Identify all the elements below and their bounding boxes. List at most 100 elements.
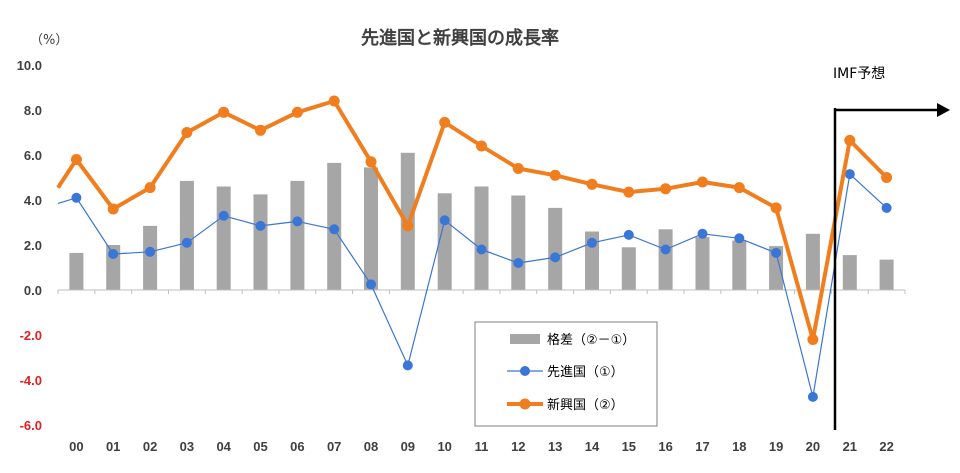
x-axis bbox=[57, 289, 906, 294]
legend-box bbox=[474, 321, 658, 427]
bar-gap-18 bbox=[732, 240, 747, 290]
advanced-point-02 bbox=[145, 246, 156, 257]
x-tick-label-19: 19 bbox=[769, 439, 783, 454]
emerging-point-04 bbox=[218, 106, 230, 118]
x-tick-label-05: 05 bbox=[253, 439, 267, 454]
advanced-point-22 bbox=[881, 202, 892, 213]
x-tick-label-10: 10 bbox=[437, 439, 451, 454]
advanced-point-21 bbox=[844, 169, 855, 180]
advanced-point-18 bbox=[734, 233, 745, 244]
advanced-point-05 bbox=[255, 220, 266, 231]
y-tick-label: 10.0 bbox=[17, 58, 42, 73]
emerging-point-01 bbox=[107, 203, 119, 215]
emerging-point-14 bbox=[586, 178, 598, 190]
x-tick-label-17: 17 bbox=[695, 439, 709, 454]
emerging-point-15 bbox=[623, 186, 635, 198]
y-axis-unit-label: （%） bbox=[30, 33, 68, 48]
bar-gap-03 bbox=[179, 180, 194, 290]
advanced-point-06 bbox=[292, 216, 303, 227]
emerging-point-06 bbox=[291, 106, 303, 118]
emerging-point-03 bbox=[181, 127, 193, 138]
advanced-point-04 bbox=[218, 210, 229, 221]
forecast-marker: IMF予想 bbox=[833, 66, 950, 430]
y-tick-label: -2.0 bbox=[20, 328, 42, 343]
emerging-point-22 bbox=[881, 172, 893, 183]
emerging-point-18 bbox=[733, 182, 745, 194]
y-tick-label: 2.0 bbox=[24, 238, 42, 253]
x-tick-label-04: 04 bbox=[216, 439, 231, 454]
x-tick-label-06: 06 bbox=[290, 439, 304, 454]
bar-gap-08 bbox=[364, 167, 378, 290]
bar-gap-13 bbox=[548, 207, 563, 290]
advanced-point-09 bbox=[402, 360, 413, 371]
bar-gap-15 bbox=[621, 247, 636, 291]
bar-gap-21 bbox=[842, 255, 857, 290]
bars-layer bbox=[69, 152, 894, 291]
y-axis-ticks: 10.0 8.0 6.0 4.0 2.0 0.0 -2.0 -4.0 -6.0 bbox=[17, 58, 42, 433]
y-tick-label: -6.0 bbox=[20, 418, 42, 433]
advanced-point-08 bbox=[366, 279, 376, 290]
emerging-point-12 bbox=[512, 163, 524, 174]
advanced-point-14 bbox=[587, 237, 597, 248]
legend: 格差（②－①） 先進国（①） 新興国（②） bbox=[474, 321, 658, 427]
bar-gap-04 bbox=[216, 186, 231, 290]
emerging-point-07 bbox=[328, 95, 340, 107]
y-tick-label: 0.0 bbox=[24, 283, 42, 298]
advanced-point-16 bbox=[660, 244, 671, 255]
x-tick-label-08: 08 bbox=[364, 439, 378, 454]
x-tick-label-00: 00 bbox=[69, 439, 83, 454]
advanced-point-12 bbox=[513, 258, 524, 268]
bar-gap-22 bbox=[879, 259, 894, 290]
x-tick-label-20: 20 bbox=[806, 439, 820, 454]
bar-gap-16 bbox=[658, 229, 673, 291]
x-tick-label-14: 14 bbox=[585, 439, 600, 454]
x-tick-label-09: 09 bbox=[401, 439, 415, 454]
legend-label-gap: 格差（②－①） bbox=[547, 332, 635, 348]
bar-gap-19 bbox=[769, 246, 784, 290]
bar-gap-06 bbox=[290, 180, 305, 290]
emerging-point-11 bbox=[476, 140, 487, 152]
y-tick-label: -4.0 bbox=[20, 373, 42, 388]
emerging-point-13 bbox=[549, 169, 561, 181]
advanced-point-20 bbox=[807, 391, 818, 402]
bar-gap-17 bbox=[695, 237, 710, 290]
x-tick-label-16: 16 bbox=[658, 439, 672, 454]
emerging-point-16 bbox=[660, 183, 672, 195]
x-tick-label-07: 07 bbox=[327, 439, 341, 454]
y-tick-label: 8.0 bbox=[24, 103, 42, 118]
advanced-point-17 bbox=[697, 228, 708, 239]
x-tick-label-02: 02 bbox=[143, 439, 157, 454]
bar-gap-20 bbox=[805, 233, 820, 291]
advanced-point-19 bbox=[771, 247, 782, 258]
advanced-point-07 bbox=[329, 224, 340, 235]
advanced-point-13 bbox=[550, 252, 561, 263]
advanced-point-11 bbox=[476, 244, 487, 255]
x-tick-label-18: 18 bbox=[732, 439, 746, 454]
legend-label-emerging: 新興国（②） bbox=[547, 397, 624, 413]
chart-title: 先進国と新興国の成長率 bbox=[361, 27, 559, 49]
x-tick-label-12: 12 bbox=[511, 439, 525, 454]
y-tick-label: 6.0 bbox=[24, 148, 42, 163]
lines-layer bbox=[56, 95, 893, 402]
emerging-point-19 bbox=[770, 202, 782, 214]
emerging-point-20 bbox=[807, 334, 819, 345]
bar-gap-00 bbox=[69, 252, 84, 290]
bar-gap-02 bbox=[143, 225, 158, 290]
emerging-point-17 bbox=[697, 176, 708, 188]
bar-gap-11 bbox=[474, 186, 489, 290]
emerging-point-08 bbox=[365, 156, 377, 168]
bar-gap-05 bbox=[253, 194, 268, 290]
forecast-annotation: IMF予想 bbox=[833, 66, 885, 82]
x-tick-label-03: 03 bbox=[180, 439, 194, 454]
x-tick-label-22: 22 bbox=[879, 439, 893, 454]
advanced-point-10 bbox=[439, 215, 450, 226]
emerging-line bbox=[56, 99, 889, 342]
advanced-point-00 bbox=[71, 192, 82, 203]
x-tick-label-11: 11 bbox=[475, 439, 489, 454]
legend-marker-advanced bbox=[520, 366, 530, 376]
advanced-point-01 bbox=[108, 249, 119, 259]
emerging-point-05 bbox=[255, 124, 266, 136]
legend-marker-emerging bbox=[519, 398, 531, 410]
forecast-arrow-head bbox=[937, 103, 950, 117]
